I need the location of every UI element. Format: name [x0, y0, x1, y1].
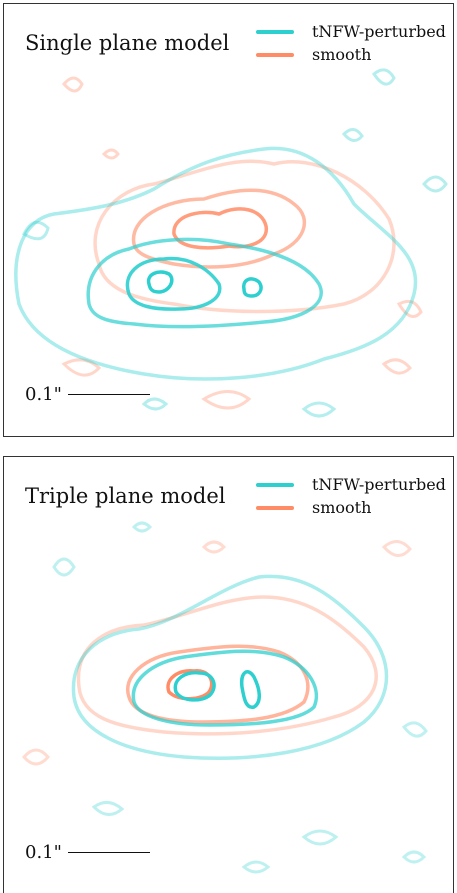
perturbed-contour-mid	[131, 649, 319, 727]
contour-plot-triple	[22, 521, 428, 874]
perturbed-contour-core	[239, 670, 261, 709]
contour-plot-single	[14, 68, 448, 418]
perturbed-contour-outer	[71, 574, 389, 760]
scale-label: 0.1"	[25, 842, 62, 863]
legend-item-perturbed: tNFW-perturbed	[256, 473, 446, 496]
panel-title: Single plane model	[25, 31, 230, 55]
legend-swatch-perturbed	[256, 29, 294, 34]
legend: tNFW-perturbed smooth	[256, 473, 446, 519]
legend-swatch-smooth	[256, 505, 294, 510]
legend-item-smooth: smooth	[256, 43, 446, 66]
legend-label: tNFW-perturbed	[312, 22, 446, 41]
scale-bar-line	[67, 393, 150, 396]
smooth-contour-mid	[131, 188, 306, 269]
scale-label: 0.1"	[25, 384, 62, 405]
scale-bar: 0.1"	[25, 384, 150, 405]
legend-item-smooth: smooth	[256, 496, 446, 519]
smooth-contour-outer	[93, 159, 396, 314]
scale-bar-line	[67, 851, 150, 854]
perturbed-contour-inner	[173, 670, 216, 702]
legend-item-perturbed: tNFW-perturbed	[256, 20, 446, 43]
smooth-contour-mid	[126, 644, 310, 724]
noise-contours	[22, 68, 448, 418]
noise-contours	[22, 521, 428, 874]
triple-plane-panel: Triple plane model tNFW-perturbed smooth…	[3, 456, 454, 893]
legend-label: tNFW-perturbed	[312, 475, 446, 494]
scale-bar: 0.1"	[25, 842, 150, 863]
legend-swatch-smooth	[256, 52, 294, 57]
legend-label: smooth	[312, 45, 372, 64]
legend-label: smooth	[312, 498, 372, 517]
legend-swatch-perturbed	[256, 482, 294, 487]
panel-title: Triple plane model	[25, 484, 226, 508]
smooth-contour-outer	[76, 595, 378, 736]
single-plane-panel: Single plane model tNFW-perturbed smooth…	[3, 3, 454, 437]
perturbed-contour-outer	[14, 146, 418, 381]
smooth-contour-inner	[172, 207, 268, 250]
perturbed-contour-mid	[86, 237, 323, 329]
perturbed-contour-core-1	[146, 270, 174, 294]
legend: tNFW-perturbed smooth	[256, 20, 446, 66]
perturbed-contour-core-2	[242, 277, 263, 298]
perturbed-contour-inner	[125, 256, 222, 311]
